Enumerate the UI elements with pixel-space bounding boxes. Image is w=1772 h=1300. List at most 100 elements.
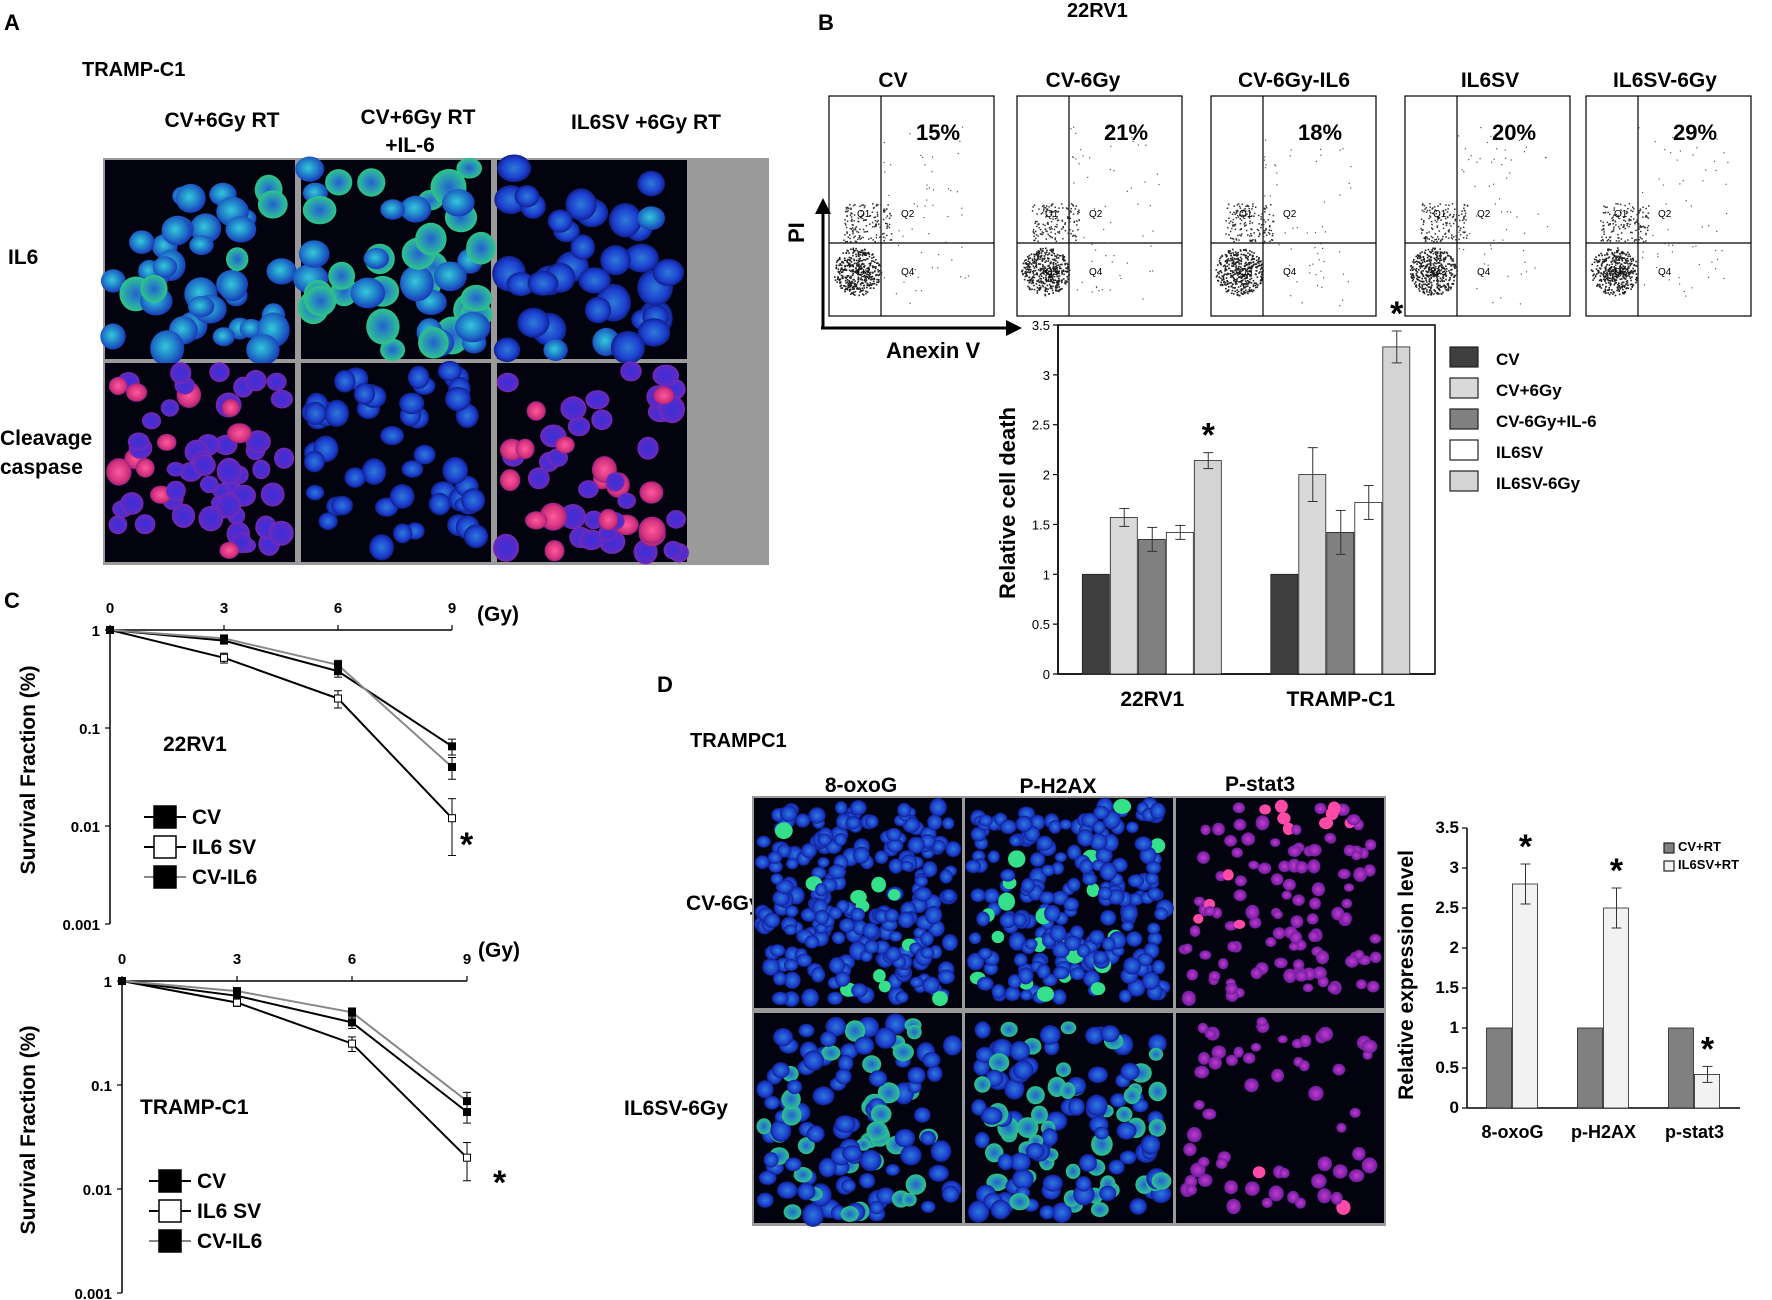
flow-event xyxy=(1432,275,1434,278)
flow-event xyxy=(877,269,879,271)
flow-event xyxy=(1035,259,1038,261)
flow-event xyxy=(866,286,868,289)
flow-event xyxy=(1072,213,1075,215)
flow-event xyxy=(1219,262,1221,264)
flow-event xyxy=(1607,269,1609,272)
flow-event xyxy=(872,280,875,283)
flow-event xyxy=(855,286,857,288)
cell-nucleus xyxy=(850,907,866,922)
flow-event xyxy=(874,270,876,272)
flow-event xyxy=(1463,218,1465,220)
cell-nucleus xyxy=(1036,963,1051,979)
flow-event xyxy=(1246,285,1249,287)
flow-event xyxy=(1623,277,1626,280)
cell-nucleus xyxy=(920,1200,936,1213)
flow-event xyxy=(846,281,849,283)
flow-event xyxy=(1260,226,1262,229)
cell-nucleus xyxy=(1087,1066,1108,1084)
flow-event xyxy=(1220,270,1222,272)
cell-nucleus xyxy=(865,814,879,829)
flow-event xyxy=(1246,204,1249,207)
flow-event xyxy=(856,264,858,267)
flow-event xyxy=(1072,234,1075,237)
flow-event xyxy=(1429,262,1432,264)
flow-event xyxy=(1445,268,1448,270)
flow-event xyxy=(1423,210,1425,213)
flow-event xyxy=(1323,261,1325,263)
flow-event xyxy=(1056,261,1059,264)
flow-event xyxy=(1610,231,1613,233)
flow-plot-title: IL6SV-6Gy xyxy=(1613,69,1717,92)
flow-event xyxy=(1617,203,1619,205)
flow-event xyxy=(1217,280,1220,282)
flow-event xyxy=(1254,239,1256,241)
flow-event xyxy=(1068,212,1071,215)
flow-event xyxy=(857,288,860,290)
cell-nucleus xyxy=(965,859,982,874)
flow-event xyxy=(1615,279,1618,281)
flow-event xyxy=(1640,237,1642,240)
flow-event xyxy=(1607,248,1609,250)
flow-event xyxy=(1450,256,1452,258)
cell-nucleus xyxy=(455,312,491,343)
flow-event xyxy=(1410,276,1413,278)
flow-event xyxy=(1028,254,1031,257)
flow-event xyxy=(1226,272,1229,275)
flow-event xyxy=(858,266,861,268)
flow-event xyxy=(884,210,886,212)
flow-event xyxy=(852,269,855,271)
flow-event xyxy=(1132,140,1134,142)
flow-event xyxy=(846,210,848,213)
flow-event xyxy=(1645,232,1647,235)
flow-plot-title: CV xyxy=(878,69,907,92)
bar xyxy=(1668,1027,1694,1109)
flow-event xyxy=(1052,248,1054,250)
flow-event xyxy=(1420,259,1423,261)
flow-event xyxy=(1048,235,1051,237)
flow-event xyxy=(858,269,860,271)
flow-event xyxy=(1318,259,1320,261)
flow-event xyxy=(1647,229,1649,232)
flow-event xyxy=(1241,273,1243,276)
flow-event xyxy=(1615,269,1617,271)
flow-event xyxy=(1225,284,1227,286)
flow-event xyxy=(1605,265,1607,268)
flow-event xyxy=(1246,275,1248,278)
cell-nucleus xyxy=(620,361,642,382)
cell-nucleus xyxy=(466,231,496,265)
flow-event xyxy=(1241,288,1244,291)
flow-event xyxy=(851,280,853,283)
flow-event xyxy=(957,152,959,155)
flow-event xyxy=(1029,271,1031,274)
flow-event xyxy=(1612,253,1615,256)
cell-nucleus xyxy=(1270,873,1284,886)
flow-event xyxy=(840,267,843,269)
cell-nucleus xyxy=(560,396,587,421)
flow-event xyxy=(1609,280,1611,282)
flow-event xyxy=(1056,217,1058,219)
data-point xyxy=(334,660,342,669)
flow-event xyxy=(838,271,841,273)
flow-event xyxy=(883,232,885,235)
flow-event xyxy=(1037,269,1040,271)
flow-event xyxy=(1259,232,1261,235)
flow-event xyxy=(1342,273,1345,275)
flow-event xyxy=(926,188,928,190)
flow-event xyxy=(1055,286,1057,288)
flow-event xyxy=(1063,255,1066,258)
cell-nucleus xyxy=(854,1036,875,1055)
cell-nucleus xyxy=(617,492,636,509)
flow-event xyxy=(839,263,841,265)
flow-event xyxy=(1243,275,1246,277)
flow-event xyxy=(1434,219,1436,222)
flow-event xyxy=(1612,223,1614,225)
flow-event xyxy=(880,273,883,276)
flow-event xyxy=(1431,292,1433,294)
flow-event xyxy=(1425,211,1428,213)
flow-event xyxy=(1060,280,1063,282)
flow-event xyxy=(1040,280,1043,283)
flow-event xyxy=(1066,268,1069,270)
flow-event xyxy=(868,278,870,280)
flow-event xyxy=(1617,249,1620,251)
flow-event xyxy=(1253,263,1256,266)
